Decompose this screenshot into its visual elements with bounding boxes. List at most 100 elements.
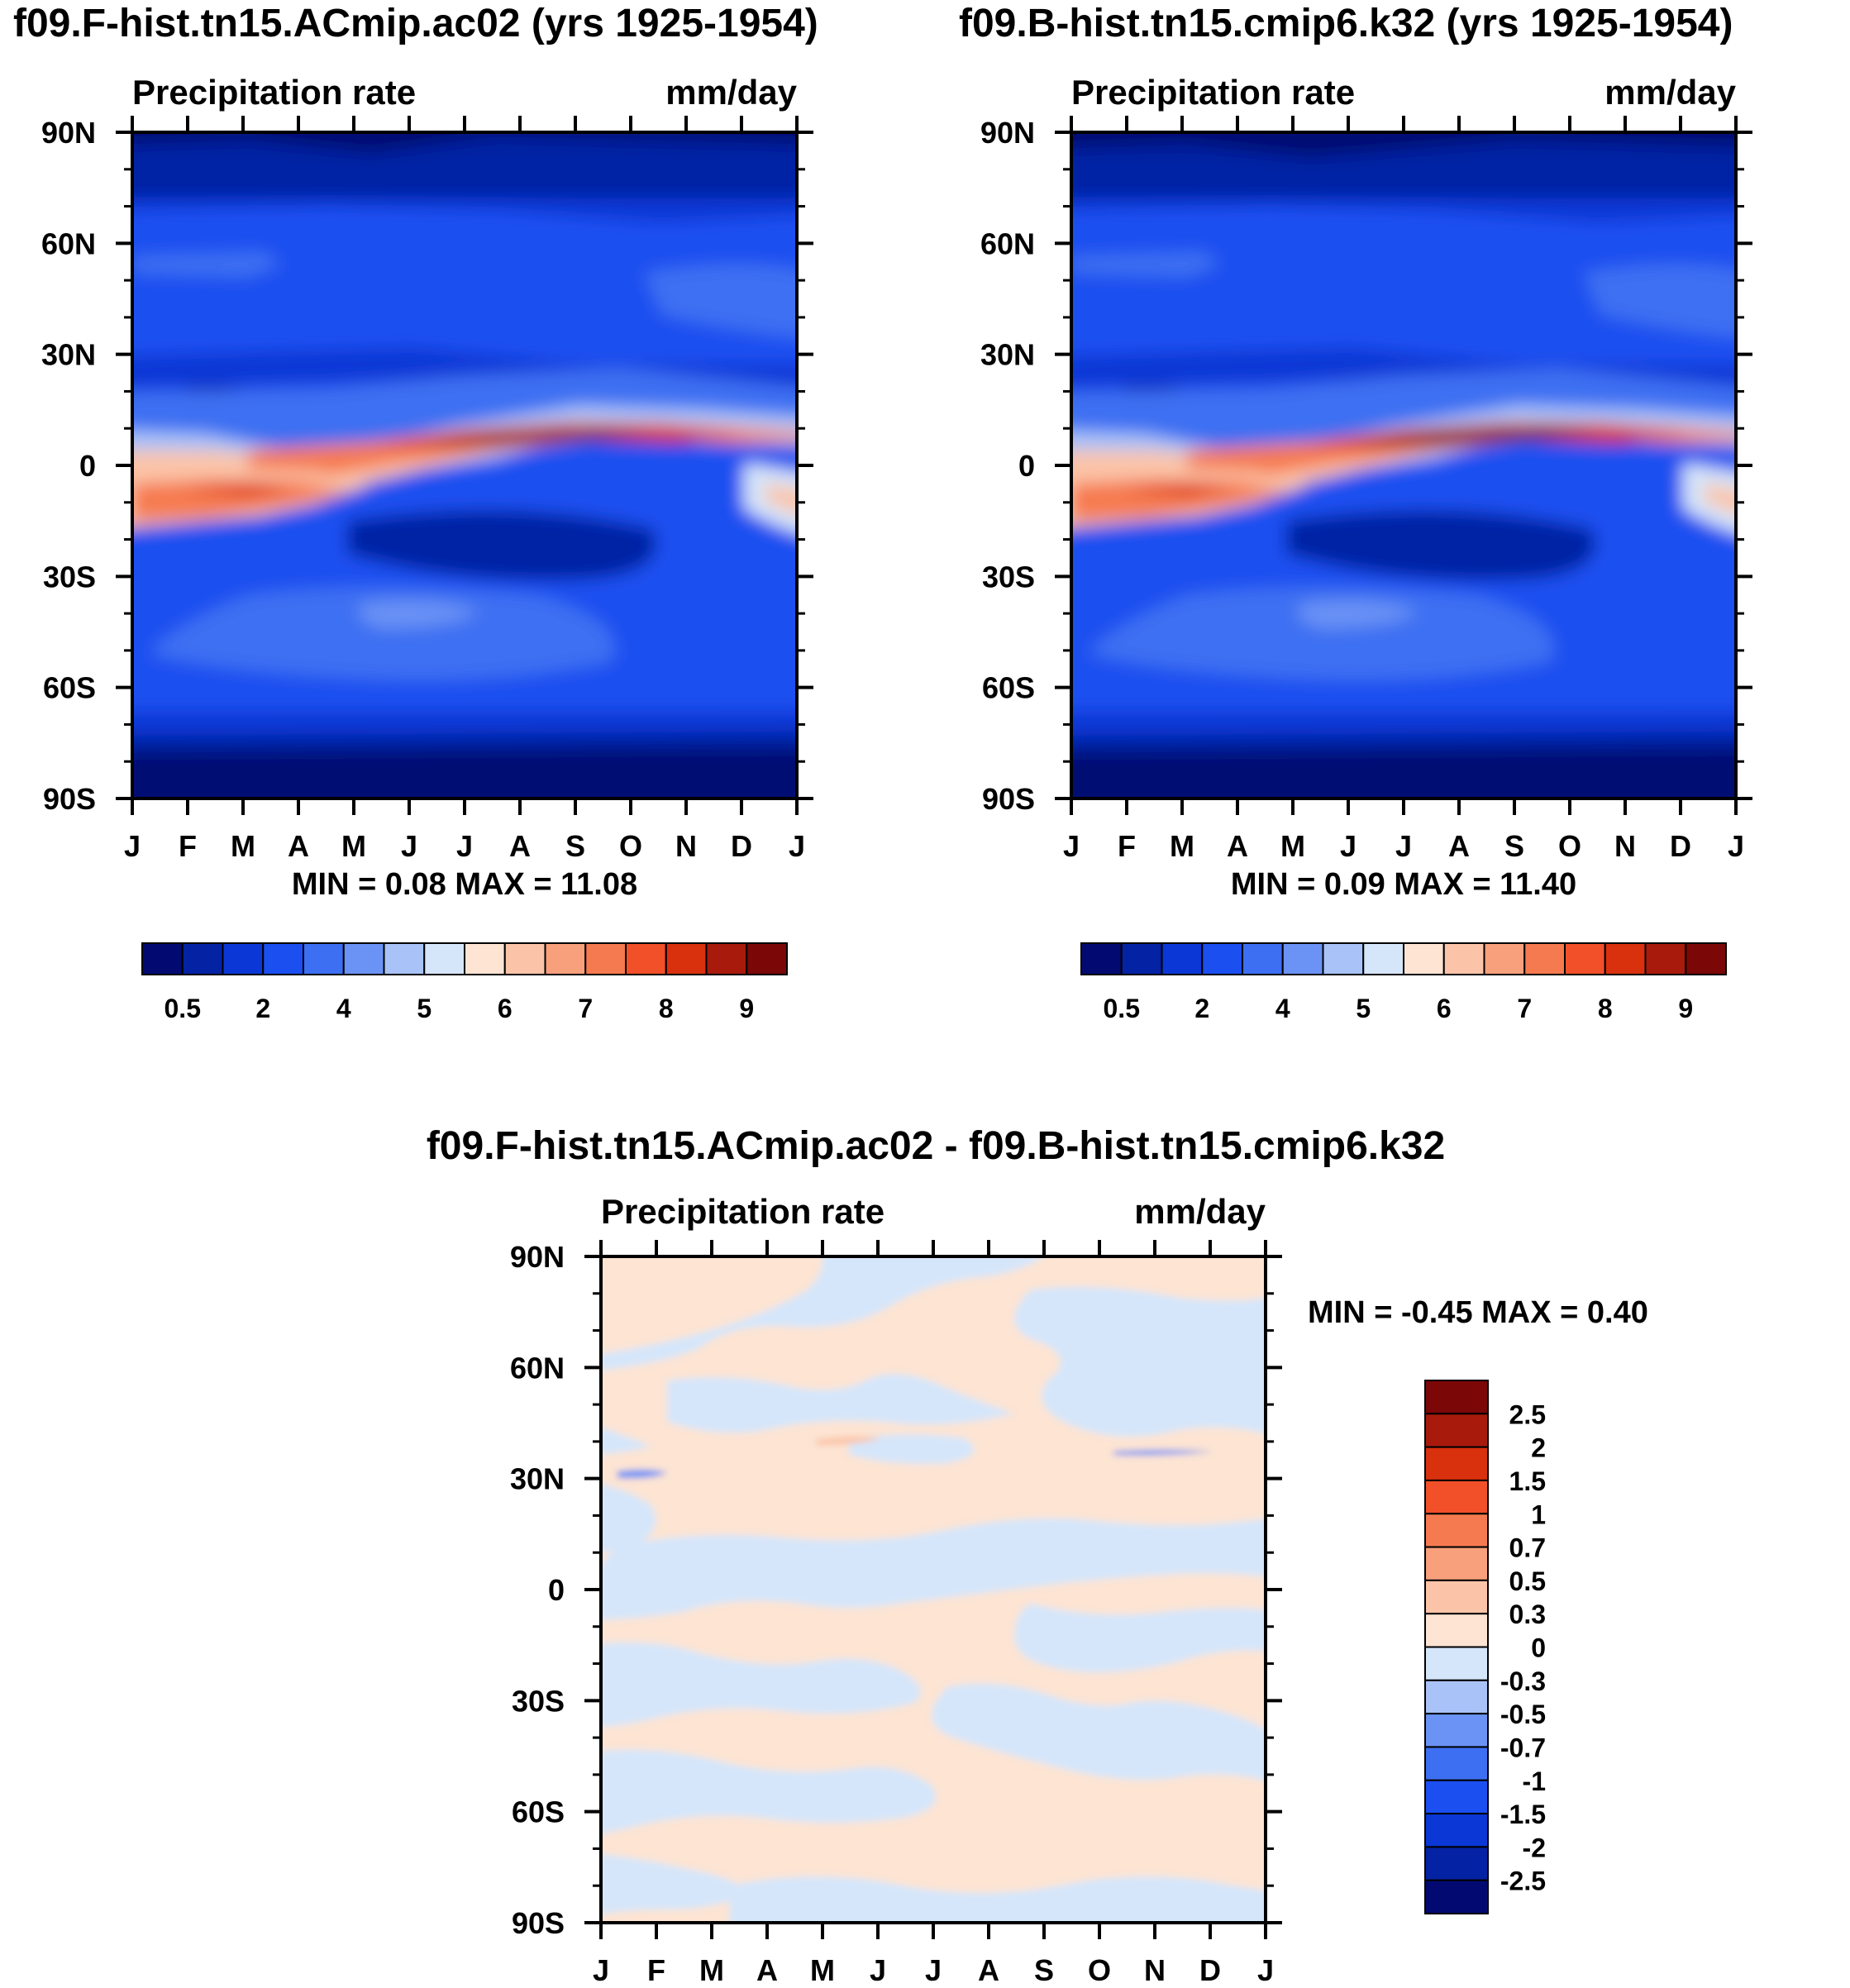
lat-tick-label: 0 <box>79 449 96 483</box>
colorbar-label: -1.5 <box>1500 1800 1546 1829</box>
colorbar-swatch <box>1523 942 1566 975</box>
colorbar-swatch <box>1322 942 1365 975</box>
month-tick-label: J <box>1340 829 1357 863</box>
lat-tick-label: 30N <box>980 338 1035 372</box>
colorbar-label: 2 <box>1531 1433 1546 1463</box>
lat-tick-label: 30S <box>512 1684 565 1718</box>
month-tick-label: A <box>509 829 531 863</box>
lat-tick-label: 90N <box>980 116 1035 150</box>
month-tick-label: N <box>1614 829 1636 863</box>
panel-a-latitude-labels: 90N 60N 30N 0 30S 60S 90S <box>41 116 96 816</box>
colorbar-swatch <box>1424 1646 1489 1681</box>
colorbar-label: -2.5 <box>1500 1866 1546 1896</box>
colorbar-swatch <box>1483 942 1526 975</box>
panel-b-latitude-labels: 90N 60N 30N 0 30S 60S 90S <box>980 116 1035 816</box>
lat-tick-label: 30N <box>510 1462 565 1496</box>
panel-a-axis-ticks <box>116 116 813 815</box>
month-tick-label: J <box>789 829 805 863</box>
colorbar-label: -2 <box>1523 1833 1546 1862</box>
panel-b: f09.B-hist.tn15.cmip6.k32 (yrs 1925-1954… <box>959 2 1752 1023</box>
month-tick-label: M <box>810 1953 835 1987</box>
colorbar-swatch <box>262 942 304 975</box>
month-tick-label: M <box>1170 829 1194 863</box>
month-tick-label: S <box>565 829 585 863</box>
lat-tick-label: 60S <box>982 671 1035 705</box>
panel-b-title: f09.B-hist.tn15.cmip6.k32 (yrs 1925-1954… <box>959 2 1733 45</box>
colorbar-label: 7 <box>578 994 593 1023</box>
lat-tick-label: 60N <box>510 1351 565 1385</box>
colorbar-label: 6 <box>498 994 513 1023</box>
colorbar-label: 4 <box>336 994 351 1023</box>
month-tick-label: D <box>731 829 752 863</box>
colorbar-swatch <box>1424 1446 1489 1481</box>
panel-c-axis-ticks <box>584 1240 1282 1939</box>
colorbar-label: 0.7 <box>1509 1533 1546 1563</box>
colorbar-label: 0 <box>1531 1633 1546 1663</box>
month-tick-label: O <box>1088 1953 1111 1987</box>
panel-a-min-max: MIN = 0.08 MAX = 11.08 <box>292 867 637 902</box>
colorbar-label: 0.5 <box>164 994 201 1023</box>
colorbar-swatch <box>1424 1879 1489 1914</box>
colorbar-swatch <box>503 942 546 975</box>
colorbar-label: -0.5 <box>1500 1700 1546 1729</box>
panel-a: f09.F-hist.tn15.ACmip.ac02 (yrs 1925-195… <box>13 2 818 1023</box>
month-tick-label: J <box>1257 1953 1274 1987</box>
panel-b-colorbar: 0.5 2 4 5 6 7 8 9 <box>1080 942 1727 1023</box>
month-tick-label: M <box>699 1953 724 1987</box>
colorbar-swatch <box>665 942 708 975</box>
month-tick-label: F <box>647 1953 665 1987</box>
month-tick-label: A <box>978 1953 999 1987</box>
panel-a-units-label: mm/day <box>665 73 797 112</box>
panel-b-contour-field <box>1071 132 1736 799</box>
panel-b-axis-ticks <box>1055 116 1752 815</box>
month-tick-label: F <box>179 829 197 863</box>
month-tick-label: J <box>1395 829 1412 863</box>
colorbar-label: 9 <box>1678 994 1693 1023</box>
month-tick-label: O <box>619 829 642 863</box>
colorbar-label: -0.3 <box>1500 1666 1546 1696</box>
lat-tick-label: 0 <box>548 1573 565 1607</box>
lat-tick-label: 60S <box>43 671 96 705</box>
colorbar-label: 0.5 <box>1104 994 1140 1023</box>
colorbar-swatch <box>222 942 265 975</box>
lat-tick-label: 30N <box>41 338 96 372</box>
colorbar-swatch <box>1424 1779 1489 1815</box>
panel-b-units-label: mm/day <box>1604 73 1736 112</box>
colorbar-swatch <box>1424 1613 1489 1648</box>
lat-tick-label: 60N <box>980 226 1035 260</box>
month-tick-label: M <box>341 829 366 863</box>
colorbar-label: 7 <box>1517 994 1532 1023</box>
colorbar-swatch <box>423 942 465 975</box>
colorbar-label: 1.5 <box>1509 1466 1546 1496</box>
colorbar-label: 0.5 <box>1509 1566 1546 1596</box>
colorbar-swatch <box>1362 942 1404 975</box>
colorbar-label: 2 <box>1194 994 1209 1023</box>
colorbar-label: 8 <box>1598 994 1613 1023</box>
lat-tick-label: 0 <box>1018 449 1035 483</box>
lat-tick-label: 30S <box>982 560 1035 594</box>
panel-c-min-max: MIN = -0.45 MAX = 0.40 <box>1308 1295 1648 1330</box>
colorbar-swatch <box>1604 942 1647 975</box>
panel-a-title: f09.F-hist.tn15.ACmip.ac02 (yrs 1925-195… <box>13 2 818 45</box>
panel-a-variable-label: Precipitation rate <box>132 73 416 112</box>
panel-c: f09.F-hist.tn15.ACmip.ac02 - f09.B-hist.… <box>427 1124 1648 1987</box>
colorbar-swatch <box>1644 942 1687 975</box>
colorbar-swatch <box>1424 1479 1489 1515</box>
lat-tick-label: 90N <box>510 1240 565 1274</box>
month-tick-label: J <box>593 1953 609 1987</box>
colorbar-swatch <box>625 942 667 975</box>
colorbar-swatch <box>1424 1513 1489 1548</box>
panel-c-variable-label: Precipitation rate <box>601 1192 884 1231</box>
month-tick-label: S <box>1504 829 1524 863</box>
month-tick-label: O <box>1558 829 1581 863</box>
month-tick-label: J <box>1728 829 1744 863</box>
month-tick-label: A <box>1448 829 1470 863</box>
lat-tick-label: 30S <box>43 560 96 594</box>
colorbar-swatch <box>746 942 788 975</box>
colorbar-swatch <box>1161 942 1204 975</box>
month-tick-label: J <box>870 1953 886 1987</box>
month-tick-label: D <box>1199 1953 1221 1987</box>
month-tick-label: M <box>1280 829 1305 863</box>
lat-tick-label: 90N <box>41 116 96 150</box>
